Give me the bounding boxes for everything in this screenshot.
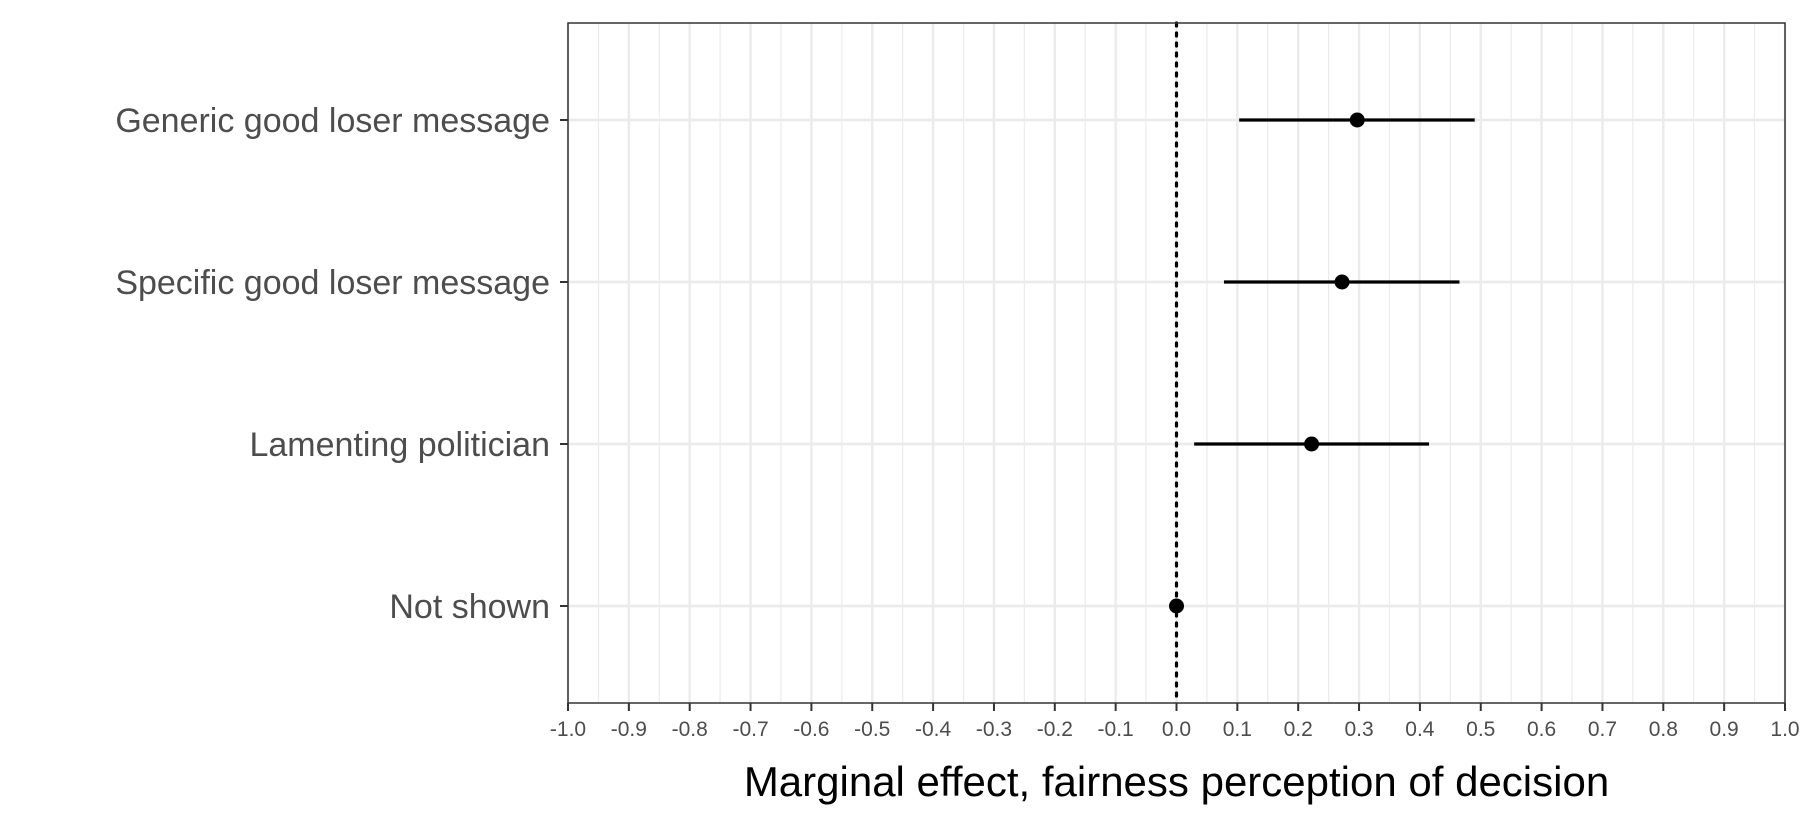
x-tick-label: -0.7	[732, 718, 768, 741]
category-label: Lamenting politician	[249, 426, 550, 464]
point-estimate	[1304, 436, 1320, 452]
x-tick-label: -0.2	[1037, 718, 1073, 741]
point-estimate	[1334, 274, 1350, 290]
x-axis-ticks: -1.0 -0.9 -0.8 -0.7 -0.6 -0.5 -0.4 -0.3 -0.2 -0.1…	[550, 703, 1800, 741]
category-label: Not shown	[389, 588, 550, 626]
x-tick-label: -1.0	[550, 718, 586, 741]
x-tick-label: 1.0	[1770, 718, 1799, 741]
x-tick-label: -0.1	[1098, 718, 1134, 741]
category-label: Specific good loser message	[115, 264, 550, 302]
x-tick-label: 0.1	[1223, 718, 1252, 741]
x-tick-label: 0.8	[1649, 718, 1678, 741]
x-tick-label: -0.4	[915, 718, 952, 741]
point-estimate	[1169, 598, 1184, 614]
x-tick-label: -0.8	[672, 718, 708, 741]
category-label: Generic good loser message	[115, 102, 550, 140]
x-tick-label: 0.2	[1284, 718, 1313, 741]
x-tick-label: 0.0	[1162, 718, 1191, 741]
x-tick-label: 0.5	[1466, 718, 1495, 741]
x-tick-label: -0.9	[611, 718, 647, 741]
y-axis-ticks: Generic good loser message Specific good …	[115, 102, 568, 626]
x-tick-label: 0.7	[1588, 718, 1617, 741]
x-tick-label: -0.3	[976, 718, 1012, 741]
x-tick-label: 0.9	[1710, 718, 1739, 741]
point-estimate	[1349, 112, 1365, 128]
grid-lines	[566, 23, 1787, 703]
x-tick-label: 0.3	[1344, 718, 1373, 741]
x-tick-label: -0.5	[854, 718, 890, 741]
x-tick-label: 0.4	[1405, 718, 1435, 741]
x-tick-label: 0.6	[1527, 718, 1556, 741]
x-tick-label: -0.6	[793, 718, 829, 741]
point-estimates	[1169, 112, 1365, 614]
x-axis-title: Marginal effect, fairness perception of …	[744, 758, 1609, 805]
